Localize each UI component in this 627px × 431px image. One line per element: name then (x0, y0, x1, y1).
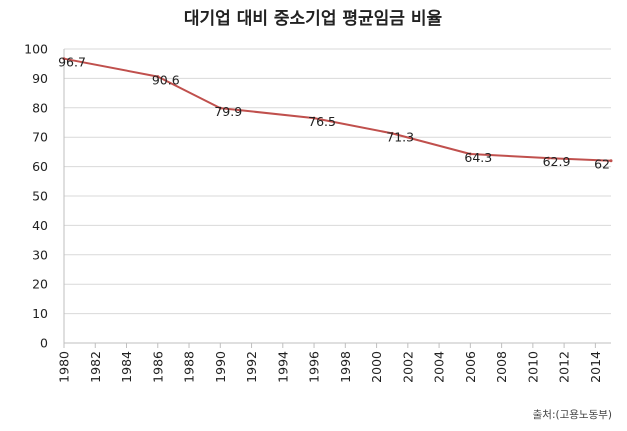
x-tick-label: 2004 (432, 351, 447, 383)
x-tick-label: 1994 (275, 351, 290, 383)
x-tick-label: 2006 (463, 351, 478, 383)
x-tick-label: 1988 (182, 351, 197, 383)
data-point (468, 152, 472, 156)
y-tick-label: 30 (32, 247, 48, 262)
data-label: 64.3 (464, 150, 492, 165)
y-axis-ticks: 0 10 20 30 40 50 60 70 80 90 100 (24, 42, 48, 351)
y-tick-label: 50 (32, 189, 48, 204)
y-tick-label: 0 (40, 336, 48, 351)
data-point (218, 106, 222, 110)
data-point (609, 159, 613, 163)
source-note: 출처:(고용노동부) (533, 409, 612, 421)
data-label: 62.9 (543, 154, 571, 169)
x-tick-label: 1986 (150, 351, 165, 383)
x-tick-label: 2002 (400, 351, 415, 383)
axes (63, 49, 611, 344)
data-label: 62 (594, 157, 610, 172)
data-point (156, 75, 160, 79)
x-tick-label: 1996 (307, 351, 322, 383)
y-tick-label: 60 (32, 159, 48, 174)
data-point (312, 116, 316, 120)
data-label: 96.7 (58, 55, 86, 70)
data-label: 79.9 (214, 104, 242, 119)
data-point (546, 156, 550, 160)
y-tick-label: 90 (32, 71, 48, 86)
y-tick-label: 70 (32, 130, 48, 145)
data-label: 76.5 (308, 114, 336, 129)
series-lines (62, 57, 613, 163)
x-tick-label: 1992 (244, 351, 259, 383)
x-tick-label: 1982 (88, 351, 103, 383)
x-tick-label: 1980 (57, 351, 72, 383)
y-tick-label: 80 (32, 100, 48, 115)
x-axis-ticks: 1980 1982 1984 1986 1988 1990 1992 1994 1996 1998… (57, 343, 603, 383)
y-tick-label: 40 (32, 218, 48, 233)
y-tick-label: 100 (24, 42, 48, 57)
x-tick-label: 2010 (525, 351, 540, 383)
y-tick-label: 20 (32, 277, 48, 292)
x-tick-label: 2008 (494, 351, 509, 383)
x-tick-label: 2014 (588, 351, 603, 383)
gridlines (64, 48, 611, 315)
series-line-0 (63, 57, 612, 162)
data-point (62, 57, 66, 61)
data-point (390, 131, 394, 135)
x-tick-label: 2000 (369, 351, 384, 383)
x-tick-label: 1984 (119, 351, 134, 383)
data-labels: 96.7 90.6 79.9 76.5 71.3 64.3 62.9 62 (58, 55, 610, 172)
y-tick-label: 10 (32, 306, 48, 321)
x-tick-label: 1998 (338, 351, 353, 383)
x-tick-label: 1990 (213, 351, 228, 383)
data-label: 71.3 (386, 129, 414, 144)
chart-title: 대기업 대비 중소기업 평균임금 비율 (184, 8, 443, 29)
data-label: 90.6 (152, 73, 180, 88)
x-tick-label: 2012 (557, 351, 572, 383)
